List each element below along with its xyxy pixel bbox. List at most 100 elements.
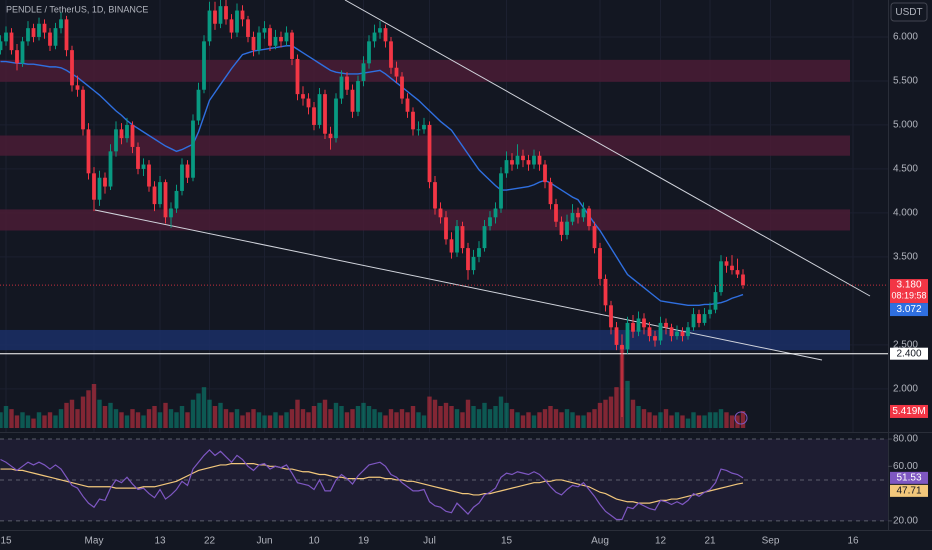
volume-bar bbox=[537, 412, 542, 428]
volume-bar bbox=[3, 406, 9, 428]
candle-body bbox=[521, 155, 525, 161]
currency-button[interactable] bbox=[890, 2, 928, 22]
volume-bar bbox=[102, 406, 108, 428]
candle-body bbox=[488, 217, 492, 227]
volume-bar bbox=[328, 409, 333, 428]
candle-body bbox=[174, 190, 179, 209]
candle-body bbox=[180, 164, 184, 191]
volume-bar bbox=[592, 409, 597, 428]
volume-bar bbox=[399, 409, 405, 428]
candle-body bbox=[141, 164, 146, 169]
volume-bar bbox=[339, 406, 344, 428]
volume-bar bbox=[597, 402, 603, 428]
volume-bar bbox=[515, 412, 520, 428]
candles bbox=[0, 0, 888, 418]
rsi-label-box bbox=[890, 471, 928, 484]
volume-bar bbox=[416, 412, 421, 428]
candle-body bbox=[680, 331, 685, 337]
candle-body bbox=[609, 305, 613, 328]
candle-body bbox=[361, 63, 366, 81]
rsi-tick-label: 60.00 bbox=[893, 461, 918, 472]
candle-body bbox=[614, 327, 619, 345]
x-tick-label: Aug bbox=[591, 536, 609, 547]
volume-bar bbox=[707, 412, 713, 428]
volume-bar bbox=[559, 412, 564, 428]
volume-bar bbox=[372, 409, 377, 428]
candle-body bbox=[493, 208, 498, 218]
candle-body bbox=[0, 41, 3, 51]
candle-body bbox=[471, 256, 476, 271]
x-tick-label: 19 bbox=[358, 536, 370, 547]
volume-bar bbox=[636, 406, 641, 428]
volume-bar bbox=[207, 399, 212, 428]
candle-body bbox=[251, 36, 256, 51]
candle-body bbox=[449, 239, 454, 253]
candle-body bbox=[438, 208, 443, 218]
candle-body bbox=[312, 107, 316, 125]
candle-body bbox=[686, 327, 690, 337]
candle-body bbox=[455, 226, 459, 253]
candle-body bbox=[229, 19, 234, 33]
volume-bar bbox=[663, 409, 669, 428]
candle-body bbox=[735, 270, 740, 275]
volume-bar bbox=[432, 399, 438, 428]
candle-body bbox=[103, 177, 107, 187]
candle-body bbox=[92, 173, 96, 200]
candle-body bbox=[477, 248, 481, 257]
candle-body bbox=[554, 204, 558, 222]
volume-bar bbox=[163, 402, 168, 428]
rsi-ma-label: 47.71 bbox=[896, 486, 921, 497]
candle-body bbox=[625, 322, 630, 350]
y-tick-label: 3.500 bbox=[893, 252, 918, 263]
candle-body bbox=[713, 292, 718, 310]
volume-bar bbox=[702, 415, 707, 428]
candle-body bbox=[537, 155, 542, 165]
volume-bar bbox=[586, 412, 592, 428]
candle-body bbox=[185, 164, 190, 178]
volume-bar bbox=[240, 415, 245, 428]
candle-body bbox=[587, 208, 591, 227]
volume-bar bbox=[652, 415, 658, 428]
volume-bar bbox=[284, 412, 289, 428]
zone bbox=[0, 209, 850, 231]
volume-label-box bbox=[890, 404, 928, 418]
volume-bar bbox=[190, 399, 196, 428]
candle-body bbox=[405, 98, 410, 112]
candle-body bbox=[367, 41, 371, 64]
volume-bar bbox=[460, 412, 465, 428]
volume-bar bbox=[0, 412, 3, 428]
candle-body bbox=[422, 124, 426, 130]
volume-bar bbox=[498, 396, 504, 428]
zones bbox=[0, 59, 850, 351]
x-tick-label: Jul bbox=[423, 536, 436, 547]
candle-body bbox=[257, 32, 261, 51]
volume-bar bbox=[333, 402, 339, 428]
volume-bar bbox=[251, 409, 256, 428]
volume-bar bbox=[201, 387, 207, 428]
candle-body bbox=[26, 28, 30, 42]
candle-body bbox=[559, 221, 564, 235]
volume-bar bbox=[377, 412, 383, 428]
volume-bar bbox=[570, 412, 575, 428]
candle-body bbox=[15, 50, 19, 64]
volume-bar bbox=[306, 412, 311, 428]
volume-bar bbox=[212, 406, 218, 428]
volume-bar bbox=[350, 409, 355, 428]
candle-body bbox=[339, 76, 344, 99]
y-tick-label: 5.000 bbox=[893, 120, 918, 131]
currency-label[interactable]: USDT bbox=[895, 7, 922, 18]
candle-body bbox=[317, 94, 322, 125]
volume-bar bbox=[724, 412, 729, 428]
volume-bar bbox=[20, 412, 25, 428]
alert-icon[interactable] bbox=[734, 411, 748, 425]
candle-body bbox=[9, 32, 14, 51]
rsi-tick-label: 20.00 bbox=[893, 516, 918, 527]
candle-body bbox=[510, 160, 514, 165]
volume-bar bbox=[641, 409, 647, 428]
countdown-label: 08:19:58 bbox=[891, 290, 926, 300]
rsi-pane bbox=[0, 438, 888, 522]
volume-bar bbox=[658, 412, 663, 428]
volume-layer bbox=[0, 346, 746, 428]
candle-body bbox=[70, 50, 74, 86]
volume-bar bbox=[487, 409, 493, 428]
